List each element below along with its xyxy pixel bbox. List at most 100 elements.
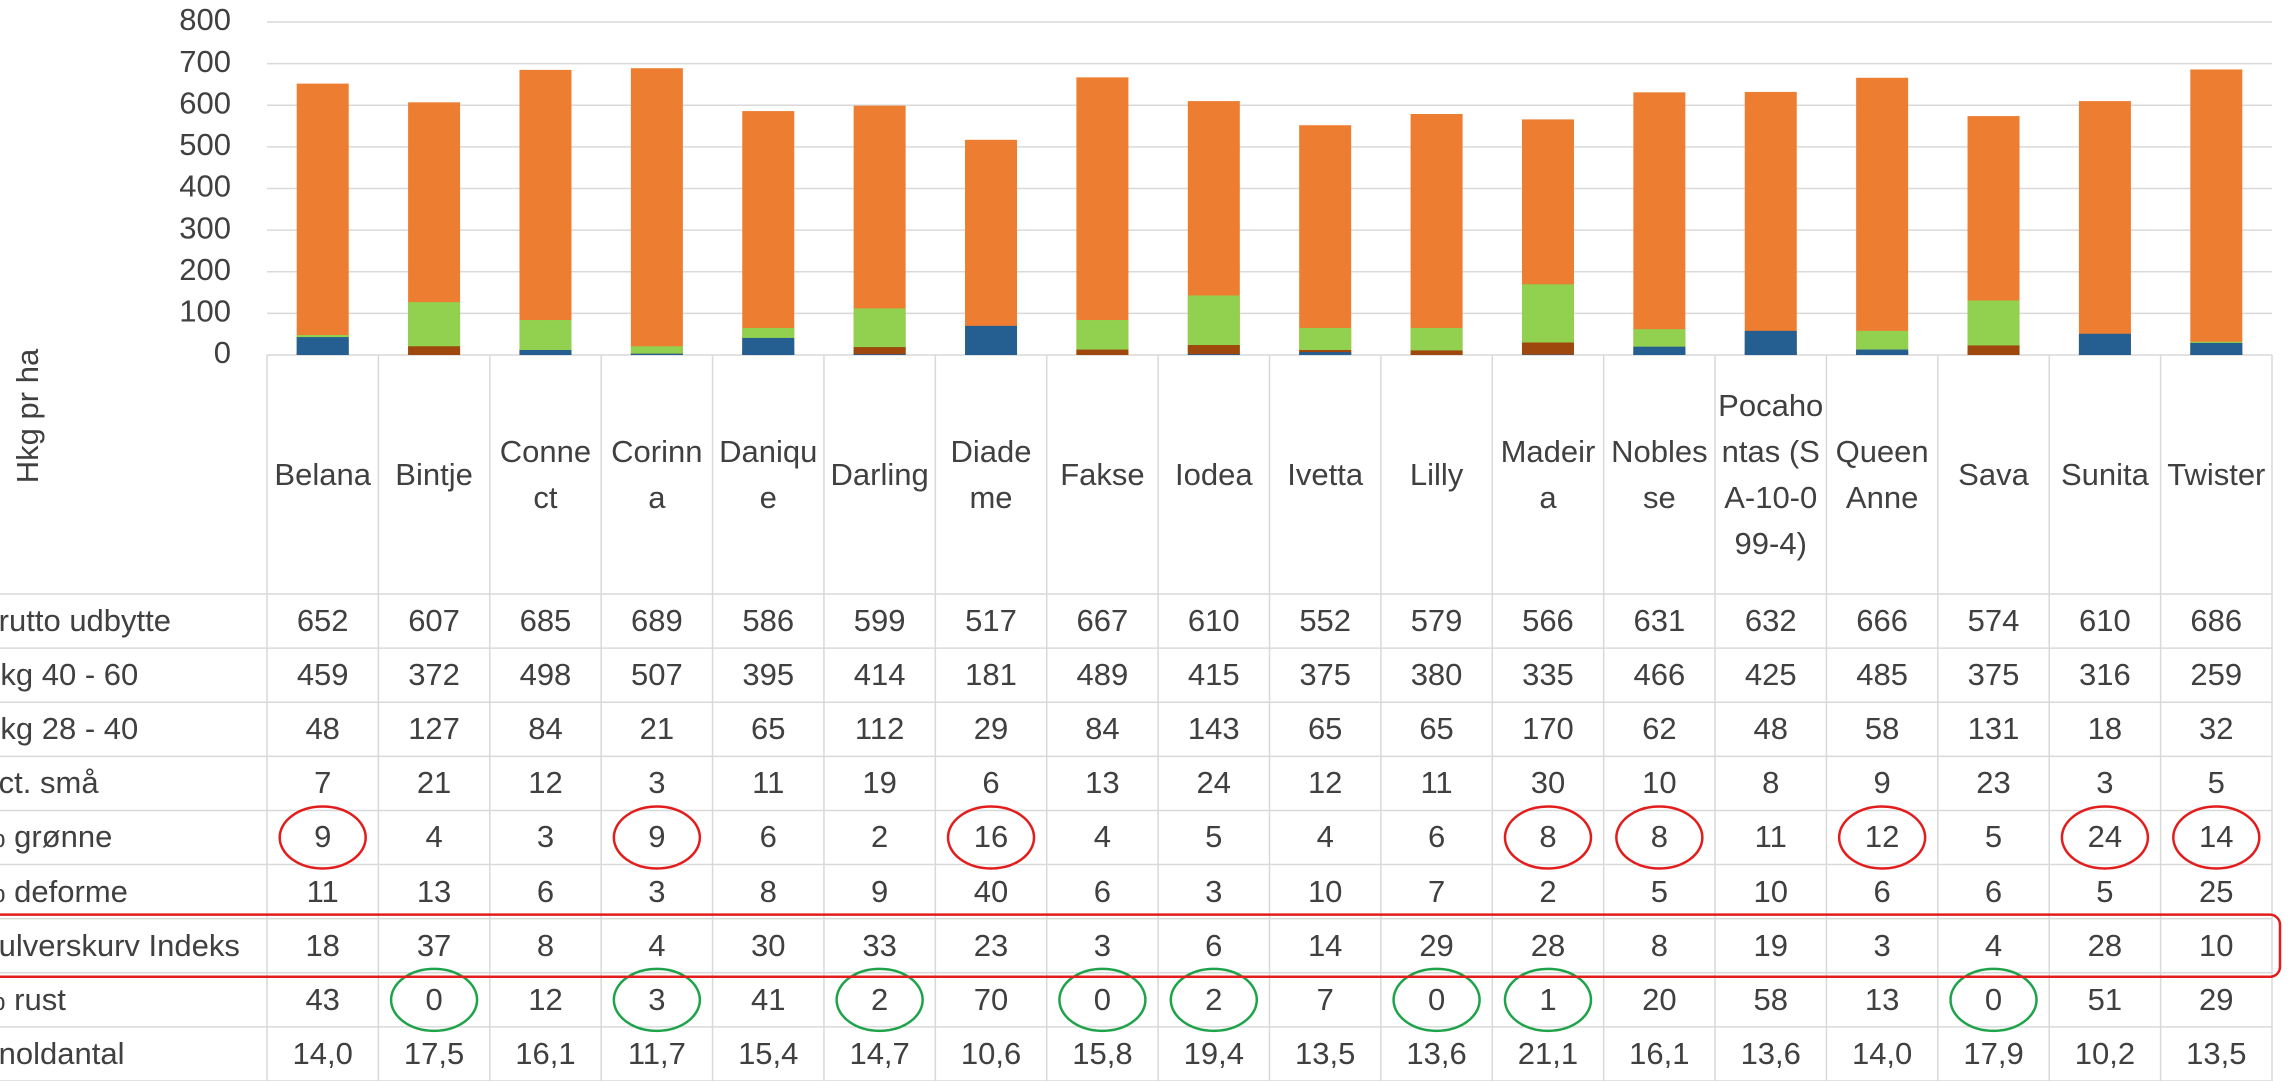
table-value: 112: [854, 711, 905, 747]
category-label: Twister: [2167, 456, 2266, 492]
table-value: 48: [305, 711, 340, 747]
table-value: 689: [630, 603, 683, 639]
table-value: 489: [1076, 657, 1129, 693]
table-value: 11: [1420, 765, 1453, 801]
table-value: 5: [1650, 873, 1668, 909]
table-value: 586: [742, 603, 795, 639]
table-value: 15,8: [1072, 1035, 1133, 1071]
table-value: 24: [1196, 765, 1232, 801]
table-value: 375: [1967, 657, 2020, 693]
table-value: 6: [536, 873, 555, 909]
table-value: 65: [750, 711, 786, 747]
category-label: Queen Anne: [1835, 433, 1929, 515]
y-axis-label: Hkg pr ha: [10, 348, 45, 483]
table-value: 2: [871, 981, 889, 1017]
table-value: 5: [2096, 873, 2114, 909]
category-label: Noblesse: [1611, 433, 1708, 515]
table-value: 16,1: [515, 1035, 576, 1071]
bar: [630, 346, 683, 355]
table-value: 19: [1753, 927, 1788, 963]
table-value: 23: [1976, 765, 2011, 801]
category-label: Iodea: [1175, 456, 1253, 492]
table-value: 2: [871, 819, 889, 855]
table-value: 667: [1076, 603, 1129, 639]
bar: [1744, 91, 1797, 356]
table-value: 18: [305, 927, 340, 963]
table-value: 9: [648, 819, 666, 855]
annotation-circle: [1615, 805, 1704, 870]
legend-label: Pulverskurv Indeks: [0, 927, 240, 963]
bar: [1410, 350, 1463, 355]
table-value: 11: [752, 765, 785, 801]
annotation-circle: [1503, 967, 1593, 1033]
category-label: Pocahontas (SA-10-099-4): [1718, 387, 1824, 561]
legend-label: Pct. små: [0, 765, 99, 801]
bar: [519, 350, 572, 355]
category-label: Corinna: [611, 433, 703, 515]
table-value: 41: [750, 981, 786, 1017]
table-value: 13,6: [1406, 1035, 1467, 1071]
category-label: Darling: [830, 456, 929, 492]
table-value: 2: [1205, 981, 1223, 1017]
table-value: 685: [519, 603, 572, 639]
table-value: 8: [1650, 819, 1668, 855]
table-value: 6: [759, 819, 777, 855]
table-value: 335: [1522, 657, 1574, 693]
table-value: 10: [1753, 873, 1788, 909]
annotation-circle: [278, 805, 367, 870]
table-value: 14: [1307, 927, 1343, 963]
legend-label: % grønne: [0, 819, 113, 855]
table-value: 485: [1856, 657, 1908, 693]
table-value: 13,5: [1295, 1035, 1356, 1071]
y-tick-label: 700: [179, 44, 231, 79]
table-value: 14,0: [1851, 1035, 1913, 1071]
table-value: 552: [1299, 603, 1352, 639]
annotation-circle: [1169, 967, 1259, 1033]
category-label: Fakse: [1060, 456, 1145, 492]
table-value: 7: [1427, 873, 1446, 909]
table-value: 507: [630, 657, 683, 693]
annotation-box: [0, 913, 2282, 979]
table-value: 21: [639, 711, 675, 747]
table-value: 11: [1754, 819, 1787, 855]
category-label: Ivetta: [1287, 456, 1364, 492]
bar: [1076, 77, 1129, 355]
y-tick-label: 200: [179, 252, 231, 287]
legend-label: Hkg 28 - 40: [0, 711, 139, 747]
table-value: 395: [742, 657, 795, 693]
legend-label: % deforme: [0, 873, 128, 909]
bar: [965, 325, 1018, 355]
table-value: 18: [2087, 711, 2123, 747]
table-value: 316: [2079, 657, 2131, 693]
table-value: 12: [528, 765, 563, 801]
table-value: 14,7: [849, 1035, 910, 1071]
table-value: 143: [1187, 711, 1240, 747]
table-value: 6: [1873, 873, 1891, 909]
bar: [1633, 346, 1686, 355]
annotation-circle: [1058, 967, 1147, 1033]
bar: [1299, 352, 1352, 355]
table-value: 10: [1307, 873, 1343, 909]
bar: [408, 302, 461, 355]
table-value: 6: [1984, 873, 2003, 909]
bar: [519, 320, 572, 355]
table-value: 6: [1205, 927, 1223, 963]
table-value: 51: [2087, 981, 2123, 1017]
table-value: 574: [1967, 603, 2020, 639]
table-value: 3: [648, 765, 666, 801]
table-value: 15,4: [738, 1035, 799, 1071]
table-value: 24: [2087, 819, 2123, 855]
category-label: Sava: [1958, 456, 2029, 492]
table-value: 14,0: [292, 1035, 353, 1071]
table-value: 29: [2199, 981, 2234, 1017]
legend-label: Hkg 40 - 60: [0, 657, 139, 693]
table-value: 599: [853, 603, 906, 639]
bar: [853, 347, 906, 355]
annotation-circle: [1392, 967, 1481, 1033]
table-value: 631: [1633, 603, 1686, 639]
table-value: 3: [2096, 765, 2114, 801]
table-value: 4: [425, 819, 443, 855]
table-value: 4: [1316, 819, 1334, 855]
legend-label: Brutto udbytte: [0, 603, 172, 639]
